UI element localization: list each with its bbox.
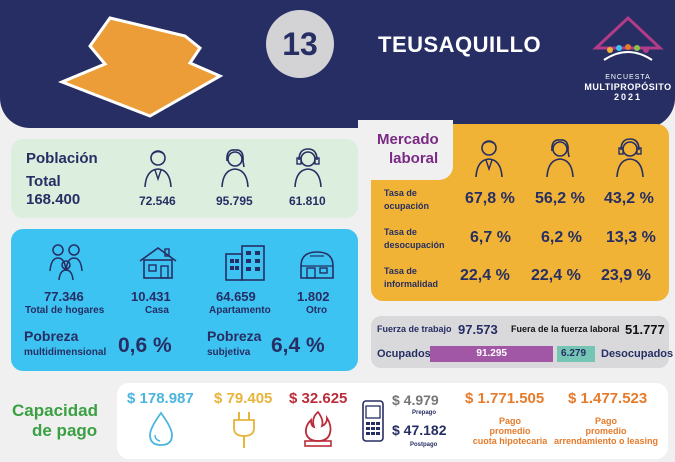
water-drop-icon — [149, 411, 173, 446]
logo-line-encuesta: ENCUESTA — [605, 74, 651, 81]
water-value: $ 178.987 — [127, 390, 194, 407]
labor-value-other: 43,2 % — [604, 190, 654, 207]
workforce-out-value: 51.777 — [625, 322, 665, 337]
households-apartment-value: 64.659 — [216, 289, 256, 304]
electric-plug-icon — [233, 412, 255, 448]
workforce-in-label: Fuerza de trabajo — [377, 324, 452, 334]
lease-label-line2: promedio — [585, 426, 627, 436]
labor-row-label-line2: ocupación — [384, 201, 430, 211]
population-women-value: 95.795 — [216, 194, 253, 208]
households-apartment-label: Apartamento — [209, 305, 271, 316]
labor-value-other: 13,3 % — [606, 229, 656, 246]
poverty-subj-label-line2: subjetiva — [207, 347, 251, 358]
households-other-label: Otro — [306, 305, 328, 316]
households-panel — [11, 229, 358, 371]
population-other-value: 61.810 — [289, 194, 326, 208]
woman-icon — [221, 149, 249, 188]
woman-icon — [546, 139, 574, 178]
labor-value-men: 6,7 % — [470, 229, 511, 246]
workforce-in-value: 97.573 — [458, 322, 498, 337]
man-icon — [144, 150, 172, 188]
population-total-value: 168.400 — [26, 191, 81, 208]
mortgage-label: Pago promedio cuota hipotecaria — [460, 416, 560, 446]
employed-label: Ocupados — [377, 348, 431, 360]
energy-value: $ 79.405 — [214, 390, 273, 407]
labor-value-women: 56,2 % — [535, 190, 585, 207]
payment-title-line1: Capacidad — [12, 401, 98, 420]
lease-value: $ 1.477.523 — [568, 390, 648, 407]
mortgage-label-line3: cuota hipotecaria — [472, 436, 548, 446]
lease-label: Pago promedio arrendamiento o leasing — [548, 416, 664, 446]
labor-market-title-area — [358, 120, 453, 180]
labor-row-label-line1: Tasa de — [384, 227, 417, 237]
employed-bar: 91.295 — [430, 346, 553, 362]
poverty-multi-value: 0,6 % — [118, 334, 172, 357]
labor-row-label-line2: desocupación — [384, 240, 445, 250]
mobile-phone-icon — [362, 400, 384, 442]
logo-line-year: 2021 — [613, 92, 643, 102]
labor-market-title-line2: laboral — [389, 150, 439, 167]
mortgage-label-line2: promedio — [489, 426, 531, 436]
lease-label-line1: Pago — [594, 416, 617, 426]
labor-value-men: 22,4 % — [460, 267, 510, 284]
employment-bar-track: 91.295 6.279 — [430, 346, 595, 362]
employed-bar-value: 91.295 — [476, 348, 507, 359]
households-house-label: Casa — [145, 305, 169, 316]
labor-value-men: 67,8 % — [465, 190, 515, 207]
population-total-label: Total — [26, 173, 61, 190]
dome-shelter-icon — [300, 251, 334, 279]
gas-flame-icon — [304, 410, 332, 447]
poverty-subj-value: 6,4 % — [271, 334, 325, 357]
logo-line-multiproposito: MULTIPROPÓSITO — [584, 82, 672, 92]
unemployed-bar: 6.279 — [557, 346, 595, 362]
labor-row-label-line1: Tasa de — [384, 266, 417, 276]
phone-postpaid-label: Postpago — [410, 442, 438, 448]
unemployed-label: Desocupados — [601, 348, 674, 360]
poverty-multi-label-line1: Pobreza — [24, 328, 79, 344]
population-men-value: 72.546 — [139, 194, 176, 208]
encuesta-logo-icon — [592, 15, 664, 61]
person-headset-icon — [616, 138, 644, 178]
house-icon — [139, 247, 177, 279]
labor-value-other: 23,9 % — [601, 267, 651, 284]
gas-value: $ 32.625 — [289, 390, 348, 407]
households-other-value: 1.802 — [297, 289, 330, 304]
payment-panel — [117, 383, 668, 459]
phone-prepaid-value: $ 4.979 — [392, 392, 439, 408]
labor-row-label-line1: Tasa de — [384, 188, 417, 198]
labor-value-women: 22,4 % — [531, 267, 581, 284]
family-icon — [49, 244, 83, 281]
households-total-label: Total de hogares — [25, 305, 105, 316]
payment-title-line2: de pago — [32, 421, 98, 440]
mortgage-value: $ 1.771.505 — [465, 390, 545, 407]
households-total-value: 77.346 — [44, 289, 84, 304]
labor-row-label-line2: informalidad — [384, 279, 439, 289]
workforce-out-label: Fuera de la fuerza laboral — [511, 324, 620, 334]
header-banner: 13 TEUSAQUILLO ENCUESTA MULTIPROPÓSITO 2… — [0, 0, 675, 128]
person-headset-icon — [294, 148, 322, 188]
labor-value-women: 6,2 % — [541, 229, 582, 246]
labor-market-title-line1: Mercado — [377, 131, 439, 148]
phone-postpaid-value: $ 47.182 — [392, 422, 447, 438]
unemployed-bar-value: 6.279 — [561, 348, 587, 359]
poverty-subj-label-line1: Pobreza — [207, 328, 262, 344]
locality-number: 13 — [266, 10, 334, 78]
apartment-icon — [225, 245, 265, 281]
mortgage-label-line1: Pago — [498, 416, 521, 426]
poverty-multi-label-line2: multidimensional — [24, 347, 107, 358]
locality-map-shape — [57, 16, 224, 118]
lease-label-line3: arrendamiento o leasing — [553, 436, 659, 446]
phone-prepaid-label: Prepago — [412, 410, 437, 416]
man-icon — [475, 140, 503, 178]
locality-name: TEUSAQUILLO — [378, 32, 542, 57]
population-title: Población — [26, 150, 98, 167]
households-house-value: 10.431 — [131, 289, 171, 304]
